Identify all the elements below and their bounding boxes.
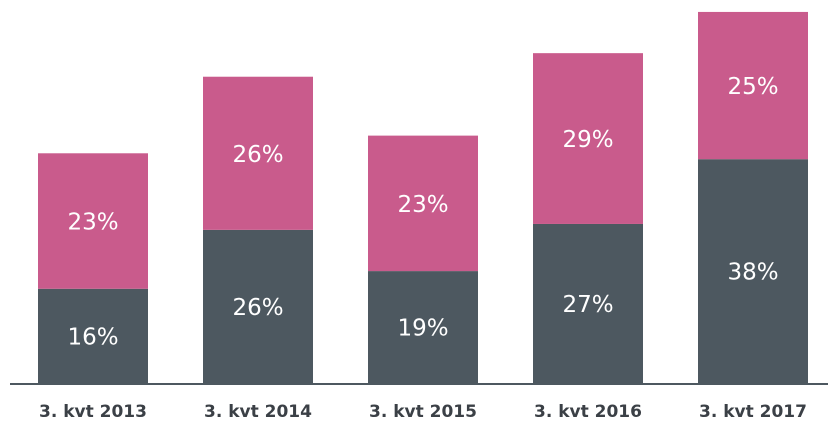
bar-segment (533, 223, 643, 383)
bar-segment (38, 288, 148, 383)
value-label: 25% (727, 74, 778, 100)
value-label: 29% (562, 127, 613, 153)
value-label: 16% (67, 324, 118, 350)
value-label: 38% (727, 260, 778, 286)
value-label: 26% (232, 142, 283, 168)
bar-segment (698, 159, 808, 383)
x-tick-label: 3. kvt 2014 (204, 402, 312, 422)
bar-segment (698, 11, 808, 160)
bar-segment (38, 153, 148, 289)
x-tick-label: 3. kvt 2017 (699, 402, 807, 422)
x-tick-label: 3. kvt 2013 (39, 402, 147, 422)
bar-segment (368, 135, 478, 272)
x-tick-label: 3. kvt 2015 (369, 402, 477, 422)
value-label: 23% (397, 192, 448, 218)
value-label: 19% (397, 316, 448, 342)
bar-segment (203, 229, 313, 383)
bar-segment (533, 53, 643, 224)
bar-segment (203, 76, 313, 230)
value-label: 23% (67, 210, 118, 236)
value-label: 26% (232, 295, 283, 321)
value-label: 27% (562, 292, 613, 318)
bar-segment (368, 271, 478, 383)
x-tick-label: 3. kvt 2016 (534, 402, 642, 422)
